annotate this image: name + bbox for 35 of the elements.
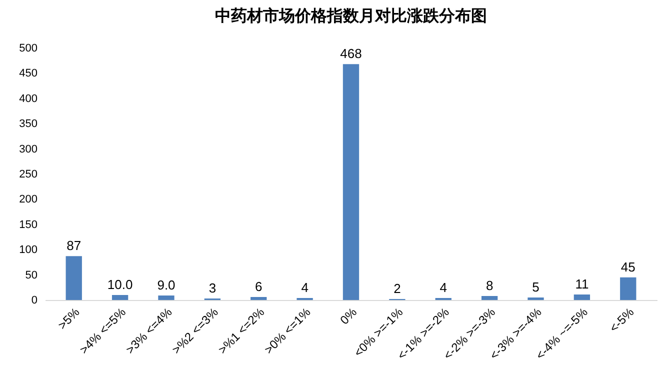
y-tick-label: 450 bbox=[19, 68, 38, 80]
data-label: 45 bbox=[620, 259, 636, 274]
y-tick-label: 100 bbox=[19, 244, 38, 256]
bar bbox=[112, 294, 128, 300]
bar bbox=[620, 277, 636, 300]
y-tick-label: 350 bbox=[19, 118, 38, 130]
data-label: 6 bbox=[255, 278, 262, 294]
data-label: 9.0 bbox=[157, 277, 176, 292]
bar bbox=[528, 297, 544, 300]
bar bbox=[481, 296, 498, 300]
data-label: 5 bbox=[532, 279, 540, 294]
y-tick-label: 300 bbox=[19, 143, 38, 156]
data-label: 2 bbox=[394, 280, 401, 296]
y-tick-label: 250 bbox=[19, 168, 38, 180]
bar bbox=[250, 296, 267, 300]
data-label: 468 bbox=[340, 46, 362, 62]
y-tick-label: 500 bbox=[19, 42, 38, 54]
y-tick-label: 0 bbox=[31, 294, 38, 306]
y-tick-label: 400 bbox=[19, 92, 38, 105]
bar bbox=[574, 294, 590, 300]
bar bbox=[158, 295, 174, 300]
bar bbox=[342, 64, 360, 300]
chart-title: 中药材市场价格指数月对比涨跌分布图 bbox=[215, 7, 487, 25]
data-label: 8 bbox=[486, 278, 494, 293]
data-label: 3 bbox=[208, 280, 216, 296]
data-label: 4 bbox=[301, 280, 308, 295]
data-label: 4 bbox=[440, 280, 447, 295]
data-label: 10.0 bbox=[107, 276, 133, 292]
data-label: 87 bbox=[66, 238, 82, 254]
bar bbox=[66, 256, 82, 300]
y-tick-label: 150 bbox=[19, 218, 38, 231]
y-tick-label: 50 bbox=[25, 269, 38, 282]
data-label: 11 bbox=[575, 276, 589, 292]
y-tick-label: 200 bbox=[19, 194, 38, 206]
x-tick-label: 0% bbox=[337, 304, 360, 328]
